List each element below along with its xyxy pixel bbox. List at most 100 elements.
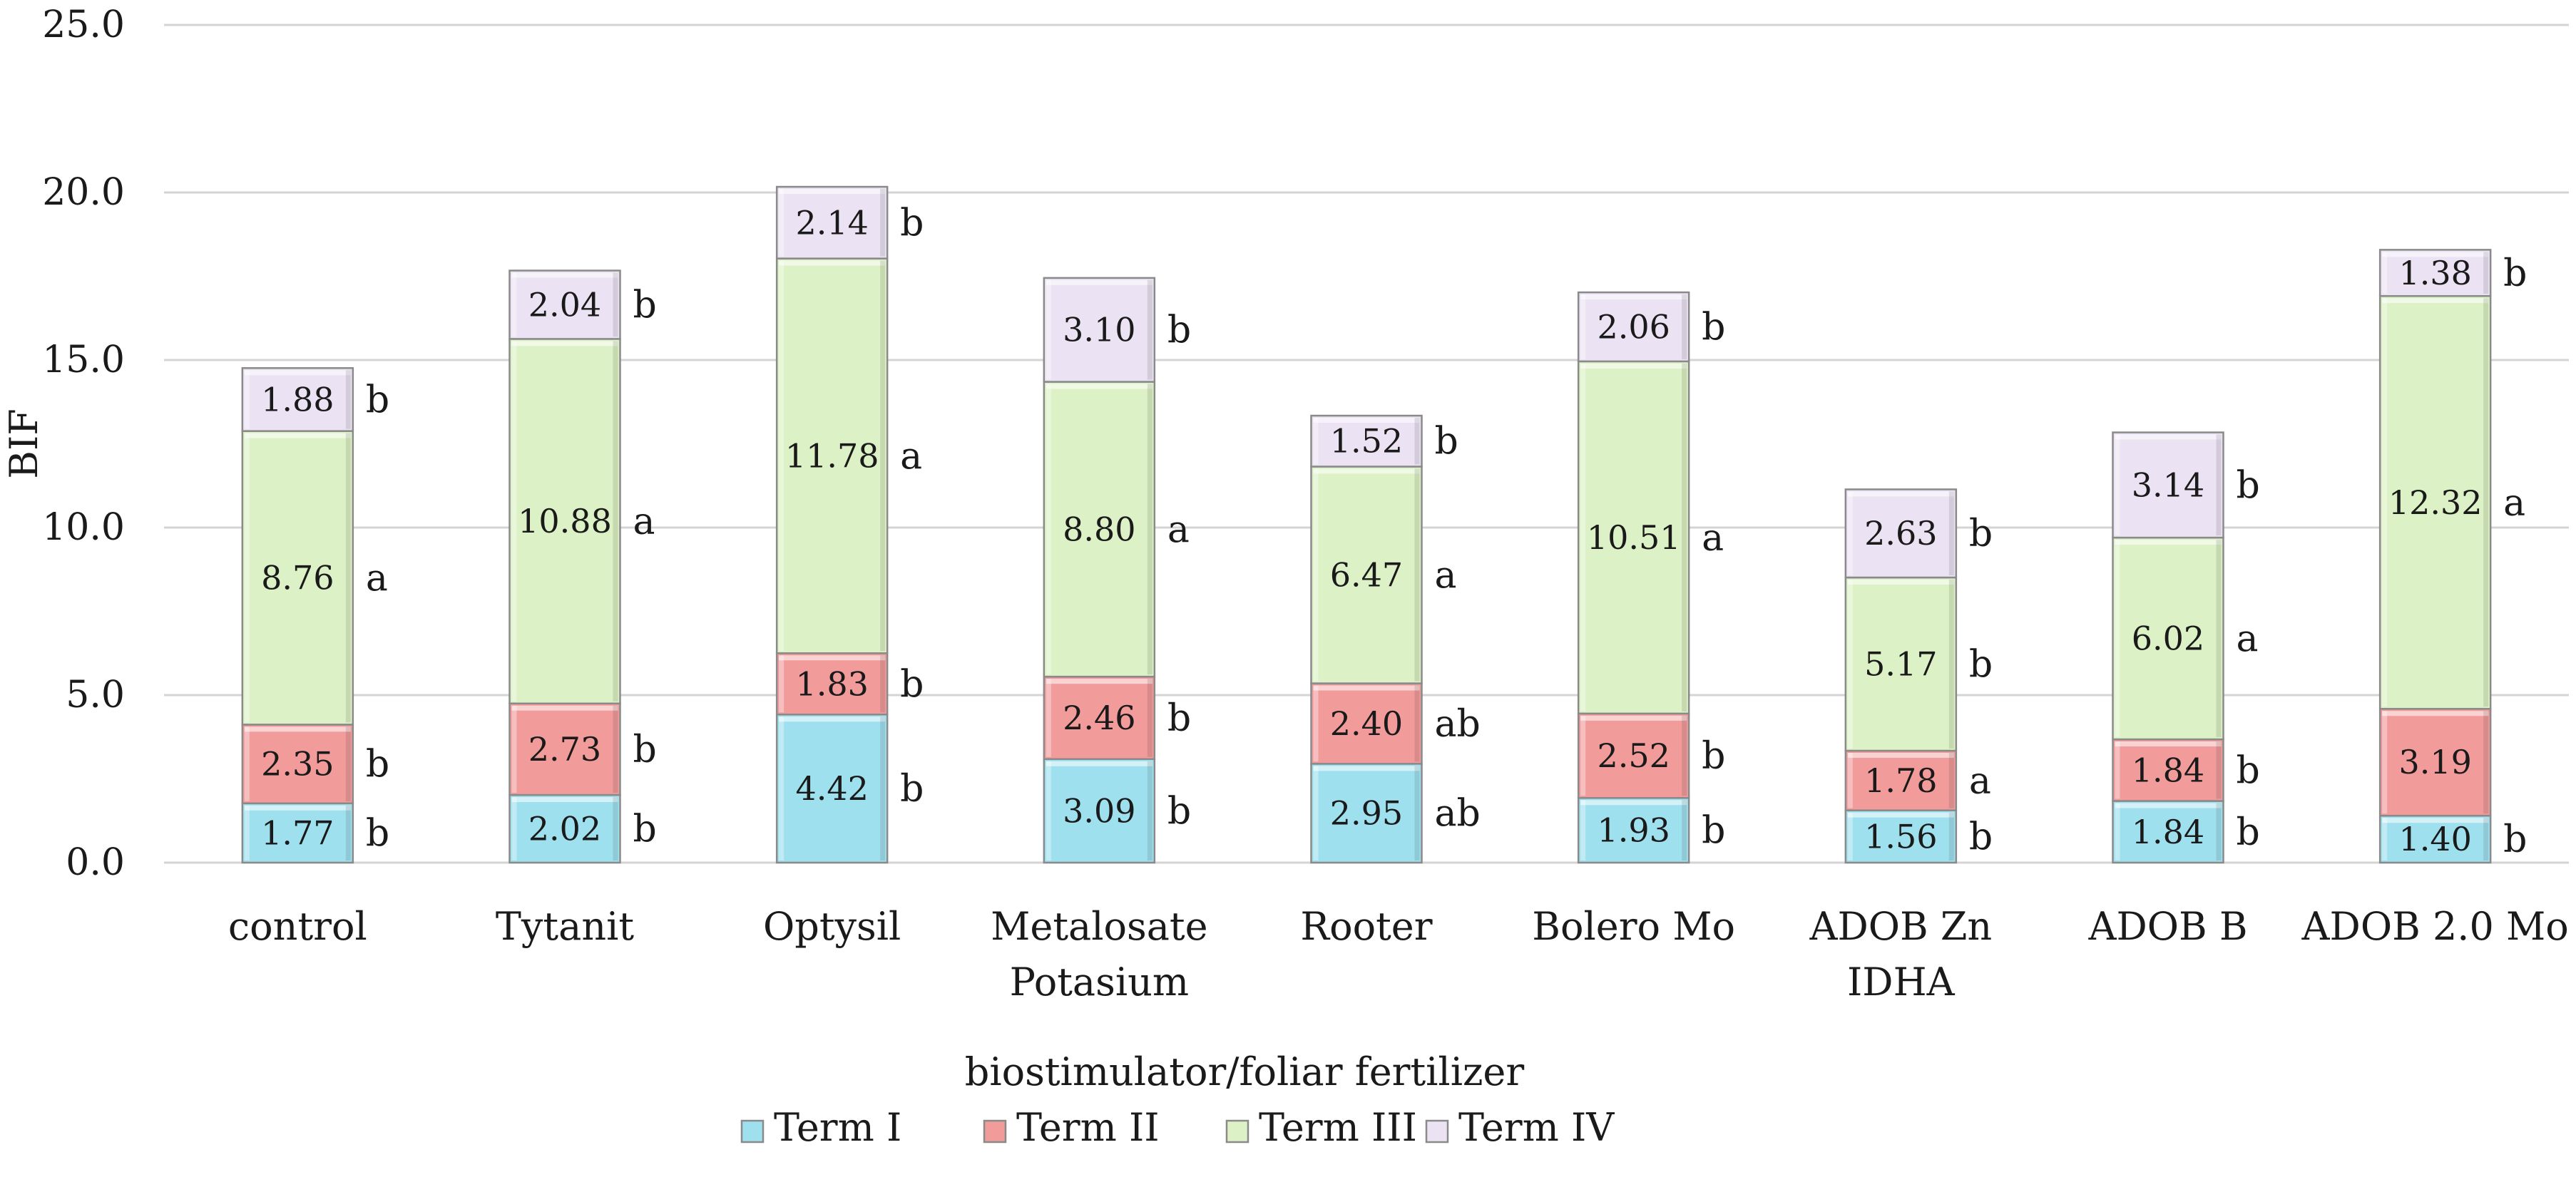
data-label: 11.78: [785, 436, 879, 475]
bar-bevel: [1948, 580, 1954, 749]
significance-letter: b: [633, 284, 657, 327]
bar-bevel: [1948, 491, 1954, 576]
bar-segment: [1577, 360, 1690, 715]
y-tick-label: 0.0: [66, 841, 125, 884]
bar-bevel: [1046, 279, 1152, 285]
bar-segment: [2378, 294, 2492, 710]
bar-bevel: [1313, 468, 1319, 682]
bar-bevel: [1580, 800, 1586, 860]
bar-bevel: [1682, 800, 1687, 860]
bar-bevel: [244, 370, 250, 429]
bar-bevel: [1682, 294, 1687, 359]
bar-bevel: [1046, 679, 1152, 684]
data-label: 4.42: [795, 769, 868, 808]
bar-bevel: [511, 341, 618, 346]
data-label: 2.73: [528, 730, 601, 769]
data-label: 2.04: [528, 285, 601, 324]
bar-segment: [775, 714, 889, 864]
bar-segment: [508, 269, 621, 340]
bar-bevel: [1414, 468, 1420, 682]
data-label: 2.95: [1330, 794, 1403, 833]
bar-segment: [1577, 291, 1690, 363]
bar-segment: [775, 257, 889, 654]
significance-letter: b: [2503, 252, 2527, 295]
significance-letter: a: [633, 500, 655, 543]
bar-segment: [1043, 381, 1156, 678]
bar-bevel: [1580, 294, 1687, 300]
bar-segment: [1577, 797, 1690, 864]
significance-letter: b: [2237, 811, 2260, 854]
bar-bevel: [2382, 818, 2388, 860]
significance-letter: b: [633, 729, 657, 771]
legend-label: Term IV: [1458, 1105, 1615, 1150]
significance-letter: b: [1167, 697, 1191, 740]
bar-bevel: [244, 805, 250, 860]
significance-letter: a: [2237, 618, 2259, 661]
bar-bevel: [1147, 761, 1152, 860]
significance-letter: a: [900, 435, 922, 478]
data-label: 12.32: [2388, 483, 2483, 522]
data-label: 1.83: [795, 664, 868, 703]
bar-bevel: [1580, 800, 1687, 806]
bar-bevel: [511, 272, 618, 278]
bar-bevel: [345, 726, 351, 801]
significance-letter: ab: [1435, 703, 1481, 746]
data-label: 2.52: [1597, 736, 1670, 775]
data-label: 2.35: [261, 745, 334, 783]
bar-bevel: [2216, 803, 2222, 860]
axes: 0.0 5.0 10.0 15.0 20.0 25.0 control Tytanit Opty…: [42, 4, 2569, 1004]
bar-segment: [1043, 675, 1156, 761]
bar-bevel: [613, 341, 618, 702]
bar-bevel: [1414, 766, 1420, 860]
significance-letter: b: [1435, 421, 1458, 463]
significance-letter: ab: [1435, 793, 1481, 836]
significance-letter: b: [1702, 810, 1725, 853]
significance-letter: b: [900, 202, 924, 245]
bar-bevel: [2216, 540, 2222, 738]
bar-bevel: [2382, 252, 2489, 257]
bar-bevel: [880, 189, 886, 257]
bar-segment: [241, 367, 354, 432]
bar-bevel: [1847, 580, 1853, 749]
bar-bevel: [880, 716, 886, 860]
significance-letter: b: [633, 808, 657, 851]
bar-bevel: [244, 370, 351, 376]
significance-letter: b: [1167, 790, 1191, 833]
significance-letter: a: [2503, 482, 2525, 525]
bar-bevel: [511, 705, 618, 711]
bar-bevel: [1580, 294, 1586, 359]
bar-bevel: [1313, 766, 1420, 771]
bar-bevel: [1580, 363, 1687, 369]
data-label: 2.06: [1597, 307, 1670, 346]
bar-bevel: [1313, 685, 1420, 691]
bar-bevel: [2483, 818, 2489, 860]
bar-segment: [1310, 466, 1423, 684]
data-label: 3.19: [2398, 743, 2471, 781]
bar-segment: [775, 652, 889, 716]
significance-letter: b: [366, 744, 389, 786]
bar-bevel: [345, 370, 351, 429]
data-label: 8.80: [1063, 510, 1135, 548]
data-label: 1.93: [1597, 811, 1670, 850]
significance-letter: b: [366, 812, 389, 855]
data-label: 3.14: [2132, 466, 2204, 504]
bar-segment: [1310, 414, 1423, 468]
bar-bevel: [1147, 384, 1152, 675]
significance-letter: b: [2503, 818, 2527, 861]
x-tick-label: Metalosate: [991, 904, 1208, 949]
significance-letter: b: [900, 768, 924, 811]
bar-bevel: [779, 189, 784, 257]
bar-bevel: [2216, 741, 2222, 799]
data-label: 1.77: [261, 813, 334, 852]
data-label: 2.46: [1063, 699, 1135, 737]
x-tick-label: ADOB B: [2087, 904, 2247, 949]
legend-label: Term II: [1016, 1105, 1160, 1150]
bar-bevel: [2382, 298, 2489, 304]
bar-segment: [508, 793, 621, 864]
bar-bevel: [1313, 685, 1319, 762]
bar-segment: [2378, 814, 2492, 864]
bar-bevel: [2115, 803, 2222, 808]
bar-bevel: [2115, 741, 2120, 799]
significance-letter: a: [1435, 555, 1457, 597]
